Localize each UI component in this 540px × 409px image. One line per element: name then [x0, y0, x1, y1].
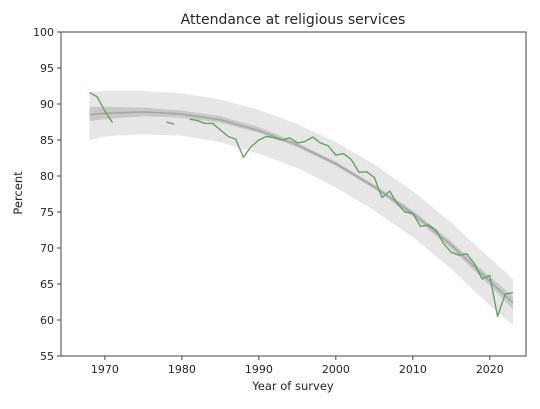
x-tick-label: 1990 — [245, 363, 273, 376]
observed-line-segment-1 — [89, 91, 114, 124]
y-tick-label: 100 — [33, 26, 54, 39]
chart-title: Attendance at religious services — [181, 12, 406, 28]
outer-confidence-band — [89, 91, 513, 326]
x-tick-label: 2010 — [399, 363, 427, 376]
x-tick-label: 2020 — [476, 363, 504, 376]
plot-frame — [60, 31, 527, 357]
axes: 1970 1980 1990 2000 2010 2020 55 60 65 70 75 80 85 90… — [33, 26, 527, 376]
observed-line-segment-3 — [189, 118, 514, 318]
y-tick-label: 55 — [40, 350, 54, 363]
y-tick-label: 60 — [40, 314, 54, 327]
y-tick-label: 85 — [40, 134, 54, 147]
y-tick-label: 65 — [40, 278, 54, 291]
y-tick-label: 95 — [40, 62, 54, 75]
y-tick-label: 90 — [40, 98, 54, 111]
x-tick-label: 1980 — [168, 363, 196, 376]
y-axis-label: Percent — [11, 171, 25, 215]
observed-series — [89, 91, 514, 318]
observed-line-segment-2 — [166, 121, 175, 125]
y-tick-label: 75 — [40, 206, 54, 219]
x-tick-label: 1970 — [91, 363, 119, 376]
y-tick-label: 70 — [40, 242, 54, 255]
confidence-bands — [89, 91, 513, 326]
fitted-curve — [89, 111, 514, 304]
x-axis-label: Year of survey — [251, 379, 334, 393]
fitted-line — [89, 111, 514, 304]
y-tick-label: 80 — [40, 170, 54, 183]
x-tick-label: 2000 — [322, 363, 350, 376]
